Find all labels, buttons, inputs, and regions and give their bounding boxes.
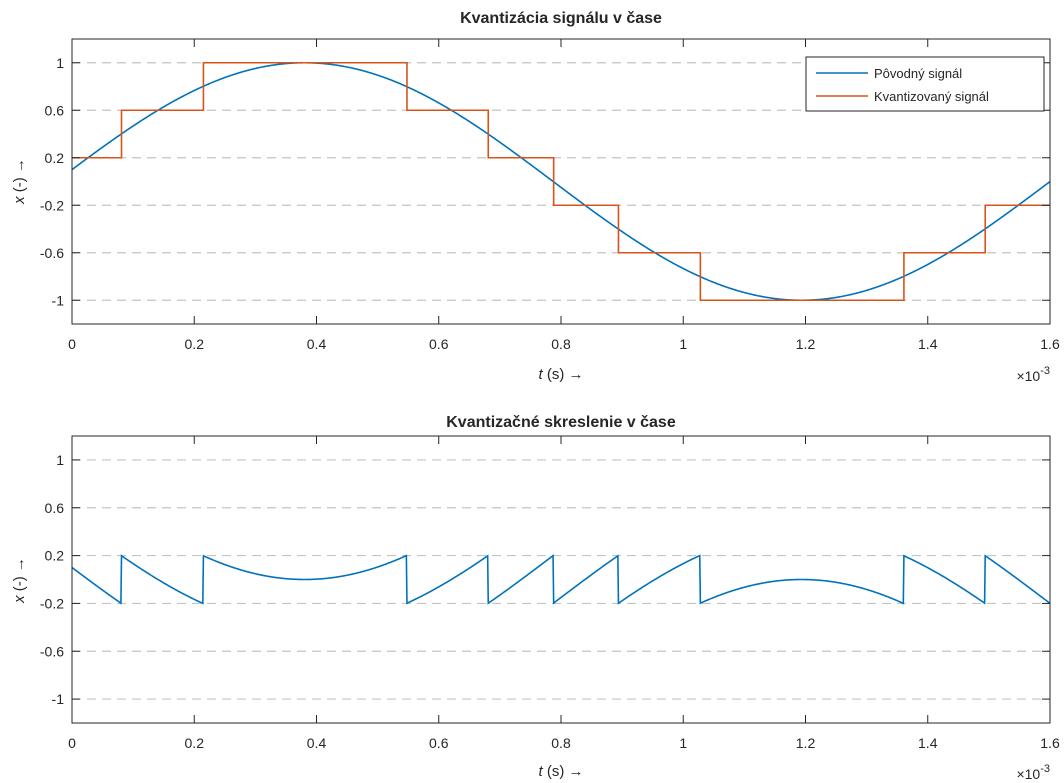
x-tick-label: 0 <box>68 336 76 352</box>
x-tick-label: 0 <box>68 735 76 751</box>
legend-label-original: Pôvodný signál <box>874 66 962 81</box>
legend: Pôvodný signál Kvantizovaný signál <box>805 56 1045 112</box>
x-axis-label: t (s) → <box>539 366 584 383</box>
x-tick-label: 0.8 <box>551 735 571 751</box>
x-tick-label: 1.4 <box>918 735 938 751</box>
axis-ticks: 1 0.6 0.2 -0.2 -0.6 -1 0 0.2 0.4 0.6 0.8 1 1.2 1.4 1.6 <box>40 436 1060 751</box>
legend-label-quantized: Kvantizovaný signál <box>874 89 989 104</box>
y-tick-label: -0.6 <box>40 643 64 659</box>
x-axis-label: t (s) → <box>539 763 584 780</box>
x-tick-label: 0.6 <box>429 336 449 352</box>
x-tick-label: 0.6 <box>429 735 449 751</box>
y-tick-label: -0.6 <box>40 245 64 261</box>
x-axis-exponent: ×10-3 <box>1016 365 1050 384</box>
x-tick-label: 1.2 <box>796 336 816 352</box>
y-tick-label: 0.2 <box>45 150 65 166</box>
y-tick-label: 1 <box>56 452 64 468</box>
y-axis-label: x (-) → <box>11 557 28 604</box>
series-line-original <box>71 61 1051 302</box>
x-tick-label: 1 <box>679 735 687 751</box>
x-tick-label: 1.6 <box>1040 336 1060 352</box>
y-tick-label: 0.2 <box>45 548 65 564</box>
x-tick-label: 1 <box>679 336 687 352</box>
x-tick-label: 0.4 <box>307 735 327 751</box>
legend-box <box>805 56 1045 112</box>
y-tick-label: -1 <box>52 292 65 308</box>
quantization-chart: Kvantizácia signálu v čase 1 0.6 0.2 -0.2 -0… <box>11 10 1060 384</box>
series-group <box>71 554 1051 605</box>
x-tick-label: 0.2 <box>185 336 205 352</box>
x-tick-label: 1.4 <box>918 336 938 352</box>
series-group <box>71 61 1051 302</box>
x-tick-label: 1.2 <box>796 735 816 751</box>
y-tick-label: 0.6 <box>45 500 65 516</box>
quantization-error-chart: Kvantizačné skreslenie v čase 1 0.6 0.2 -0.… <box>11 414 1060 782</box>
y-tick-label: -0.2 <box>40 595 64 611</box>
y-axis-label: x (-) → <box>11 158 28 205</box>
axis-ticks: 1 0.6 0.2 -0.2 -0.6 -1 0 0.2 0.4 0.6 0.8 1 1.2 1.4 1.6 <box>40 39 1060 352</box>
series-line-error <box>71 554 1051 605</box>
chart-title: Kvantizácia signálu v čase <box>460 10 662 27</box>
x-tick-label: 1.6 <box>1040 735 1060 751</box>
x-tick-label: 0.2 <box>185 735 205 751</box>
y-tick-label: -1 <box>52 691 65 707</box>
x-tick-label: 0.8 <box>551 336 571 352</box>
y-tick-label: 0.6 <box>45 102 65 118</box>
x-axis-exponent: ×10-3 <box>1016 763 1050 782</box>
y-tick-label: -0.2 <box>40 197 64 213</box>
chart-title: Kvantizačné skreslenie v čase <box>446 414 676 431</box>
x-tick-label: 0.4 <box>307 336 327 352</box>
y-tick-label: 1 <box>56 55 64 71</box>
series-line-quantized <box>72 61 1050 302</box>
gridlines <box>72 459 1050 700</box>
